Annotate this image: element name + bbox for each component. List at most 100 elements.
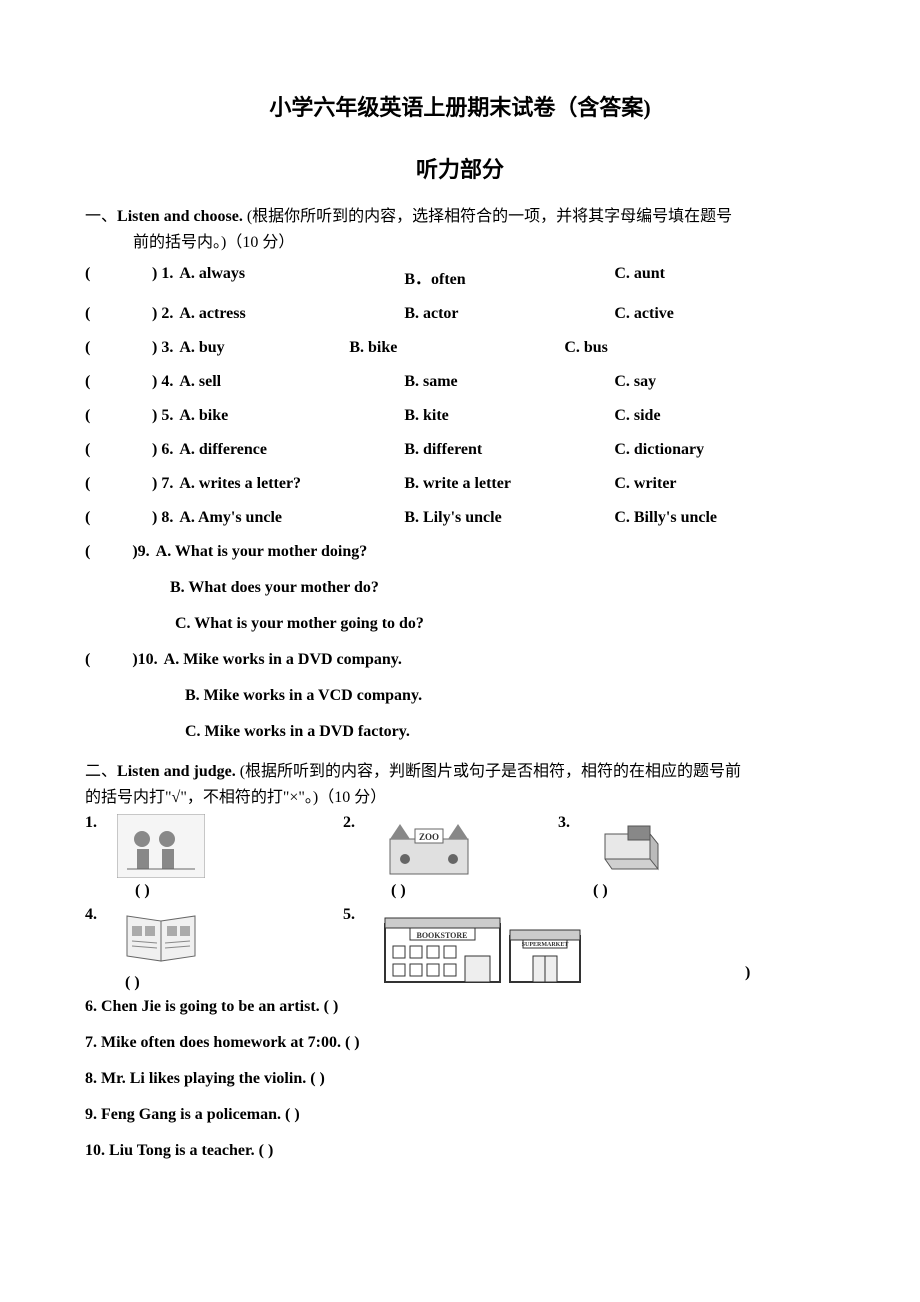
- paren-close: [97, 441, 152, 459]
- paren-open[interactable]: (: [85, 509, 97, 527]
- question-content: ) 3.A. buyB. bikeC. bus: [152, 339, 835, 357]
- paren-close: [97, 265, 152, 289]
- option-a: A. actress: [179, 305, 404, 323]
- option-c: C. Billy's uncle: [614, 509, 835, 527]
- paren-2[interactable]: ( ): [343, 882, 558, 900]
- paren-open[interactable]: (: [85, 265, 97, 289]
- image-cell-1: 1. ( ): [85, 814, 343, 900]
- q9-c: C. What is your mother going to do?: [85, 615, 835, 633]
- question-num: ) 8.: [152, 509, 179, 527]
- question-content: ) 4.A. sellB. sameC. say: [152, 373, 835, 391]
- image-1-icon: [117, 814, 205, 878]
- image-row-1: 1. ( ) 2. ZOO: [85, 814, 835, 900]
- image-cell-4: 4. ( ): [85, 906, 343, 992]
- question-row: ( ) 4.A. sellB. sameC. say: [85, 373, 835, 391]
- paren-close: [97, 509, 152, 527]
- option-b: B. actor: [404, 305, 614, 323]
- option-c: C. say: [614, 373, 835, 391]
- text-question[interactable]: 8. Mr. Li likes playing the violin. ( ): [85, 1070, 835, 1088]
- option-b: B. same: [404, 373, 614, 391]
- question-row: () 5.A. bikeB. kiteC. side: [85, 407, 835, 425]
- image-2-icon: ZOO: [375, 814, 483, 878]
- paren-open[interactable]: (: [85, 305, 97, 323]
- option-b: B. Lily's uncle: [404, 509, 614, 527]
- main-title: 小学六年级英语上册期末试卷（含答案): [85, 90, 835, 122]
- section1-header: 一、Listen and choose. (根据你所听到的内容，选择相符合的一项…: [85, 204, 835, 255]
- q9-a: A. What is your mother doing?: [156, 543, 368, 561]
- paren-open[interactable]: (: [85, 339, 97, 357]
- question-row: ( ) 6.A. differenceB. differentC. diction…: [85, 441, 835, 459]
- option-c: C. dictionary: [614, 441, 835, 459]
- img-num-2: 2.: [343, 814, 375, 832]
- paren-open[interactable]: (: [85, 373, 97, 391]
- question-num: ) 4.: [152, 373, 179, 391]
- text-question[interactable]: 6. Chen Jie is going to be an artist. ( …: [85, 998, 835, 1016]
- text-question[interactable]: 9. Feng Gang is a policeman. ( ): [85, 1106, 835, 1124]
- option-c: C. aunt: [614, 265, 835, 289]
- q9-num-text: 9.: [138, 543, 156, 561]
- paren-3[interactable]: ( ): [558, 882, 758, 900]
- subtitle: 听力部分: [85, 152, 835, 184]
- question-num: ) 1.: [152, 265, 179, 289]
- question-row: ( ) 1.A. alwaysB．oftenC. aunt: [85, 265, 835, 289]
- question-row: ( ) 7.A. writes a letter?B. write a lette…: [85, 475, 835, 493]
- option-b: B. write a letter: [404, 475, 614, 493]
- section1-instruction1: (根据你所听到的内容，选择相符合的一项，并将其字母编号填在题号: [243, 208, 732, 225]
- paren-open[interactable]: (: [85, 407, 97, 425]
- paren-4[interactable]: ( ): [85, 974, 343, 992]
- svg-text:BOOKSTORE: BOOKSTORE: [417, 931, 468, 940]
- svg-text:SUPERMARKET: SUPERMARKET: [522, 942, 569, 948]
- question-num: ) 2.: [152, 305, 179, 323]
- paren-5[interactable]: ): [585, 964, 750, 982]
- section2-text-questions: 6. Chen Jie is going to be an artist. ( …: [85, 998, 835, 1160]
- paren-close: [97, 305, 152, 323]
- question-row: ( ) 8.A. Amy's uncleB. Lily's uncleC. Bil…: [85, 509, 835, 527]
- paren-close: [97, 407, 152, 425]
- q10-a: A. Mike works in a DVD company.: [164, 651, 402, 669]
- q10-b: B. Mike works in a VCD company.: [85, 687, 835, 705]
- paren-close: [97, 339, 152, 357]
- question-content: ) 7.A. writes a letter?B. write a letter…: [152, 475, 835, 493]
- section2-bold: Listen and judge.: [117, 763, 236, 780]
- svg-text:ZOO: ZOO: [419, 832, 439, 842]
- question-content: ) 2.A. actressB. actorC. active: [152, 305, 835, 323]
- q9-b: B. What does your mother do?: [85, 579, 835, 597]
- question-content: ) 1.A. alwaysB．oftenC. aunt: [152, 265, 835, 289]
- option-b: B. bike: [349, 339, 564, 357]
- paren-close: ): [90, 651, 137, 669]
- text-question[interactable]: 10. Liu Tong is a teacher. ( ): [85, 1142, 835, 1160]
- section1-label: 一、: [85, 208, 117, 225]
- option-c: C. active: [614, 305, 835, 323]
- option-c: C. bus: [564, 339, 835, 357]
- option-a: A. sell: [179, 373, 404, 391]
- question-num: ) 7.: [152, 475, 179, 493]
- question-content: ) 6.A. differenceB. differentC. dictiona…: [152, 441, 835, 459]
- option-c: C. writer: [614, 475, 835, 493]
- img-num-3: 3.: [558, 814, 590, 832]
- option-a: A. difference: [179, 441, 404, 459]
- option-a: A. bike: [179, 407, 404, 425]
- paren-open[interactable]: (: [85, 441, 97, 459]
- paren-close: [97, 475, 152, 493]
- image-cell-2: 2. ZOO ( ): [343, 814, 558, 900]
- question-content: ) 8.A. Amy's uncleB. Lily's uncleC. Bill…: [152, 509, 835, 527]
- section1-questions: ( ) 1.A. alwaysB．oftenC. aunt ( ) 2.A. actr…: [85, 265, 835, 527]
- paren-1[interactable]: ( ): [85, 882, 343, 900]
- img-num-1: 1.: [85, 814, 117, 832]
- image-row-2: 4. ( ) 5. BOOKSTORE: [85, 906, 835, 992]
- option-c: C. side: [614, 407, 835, 425]
- section2-header: 二、Listen and judge. (根据所听到的内容，判断图片或句子是否相…: [85, 759, 835, 810]
- question-9: ( ) 9. A. What is your mother doing? B. …: [85, 543, 835, 633]
- section1-bold: Listen and choose.: [117, 208, 243, 225]
- option-a: A. Amy's uncle: [179, 509, 404, 527]
- text-question[interactable]: 7. Mike often does homework at 7:00. ( ): [85, 1034, 835, 1052]
- option-a: A. buy: [179, 339, 349, 357]
- section1-instruction2: 前的括号内。)（10 分）: [85, 230, 835, 256]
- option-b: B．often: [404, 265, 614, 289]
- q10-num-text: 10.: [138, 651, 164, 669]
- paren-open[interactable]: (: [85, 475, 97, 493]
- question-row: ( ) 2.A. actressB. actorC. active: [85, 305, 835, 323]
- image-5-icon: BOOKSTORE SUPERMARKET: [375, 906, 585, 984]
- section2-instruction2: 的括号内打"√"，不相符的打"×"。)（10 分）: [85, 789, 386, 806]
- image-cell-5: 5. BOOKSTORE SUPERMARKET: [343, 906, 835, 992]
